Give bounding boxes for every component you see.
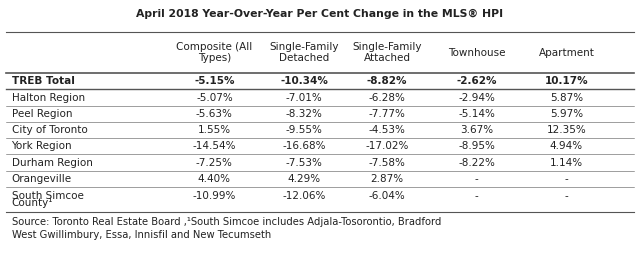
Text: -12.06%: -12.06% <box>282 191 326 201</box>
Text: Single-Family
Attached: Single-Family Attached <box>353 42 422 63</box>
Text: -8.95%: -8.95% <box>458 141 495 151</box>
Text: Townhouse: Townhouse <box>448 48 506 58</box>
Text: -7.77%: -7.77% <box>369 109 406 119</box>
Text: -: - <box>564 191 568 201</box>
Text: -5.63%: -5.63% <box>196 109 233 119</box>
Text: -5.14%: -5.14% <box>458 109 495 119</box>
Text: Composite (All
Types): Composite (All Types) <box>176 42 253 63</box>
Text: York Region: York Region <box>12 141 72 151</box>
Text: -5.07%: -5.07% <box>196 93 233 103</box>
Text: -7.53%: -7.53% <box>285 158 323 168</box>
Text: -2.94%: -2.94% <box>458 93 495 103</box>
Text: Peel Region: Peel Region <box>12 109 72 119</box>
Text: -17.02%: -17.02% <box>365 141 409 151</box>
Text: Durham Region: Durham Region <box>12 158 92 168</box>
Text: -6.28%: -6.28% <box>369 93 406 103</box>
Text: 5.87%: 5.87% <box>550 93 583 103</box>
Text: 2.87%: 2.87% <box>371 174 404 184</box>
Text: Apartment: Apartment <box>538 48 595 58</box>
Text: -8.32%: -8.32% <box>285 109 323 119</box>
Text: -2.62%: -2.62% <box>456 76 497 86</box>
Text: -7.01%: -7.01% <box>285 93 323 103</box>
Text: -: - <box>564 174 568 184</box>
Text: -7.58%: -7.58% <box>369 158 406 168</box>
Text: 4.40%: 4.40% <box>198 174 231 184</box>
Text: City of Toronto: City of Toronto <box>12 125 87 135</box>
Text: -16.68%: -16.68% <box>282 141 326 151</box>
Text: -14.54%: -14.54% <box>193 141 236 151</box>
Text: -5.15%: -5.15% <box>194 76 235 86</box>
Text: Source: Toronto Real Estate Board ,¹South Simcoe includes Adjala-Tosorontio, Bra: Source: Toronto Real Estate Board ,¹Sout… <box>12 217 441 240</box>
Text: South Simcoe: South Simcoe <box>12 191 83 201</box>
Text: 10.17%: 10.17% <box>545 76 588 86</box>
Text: -10.99%: -10.99% <box>193 191 236 201</box>
Text: -9.55%: -9.55% <box>285 125 323 135</box>
Text: 1.14%: 1.14% <box>550 158 583 168</box>
Text: -10.34%: -10.34% <box>280 76 328 86</box>
Text: County¹: County¹ <box>12 198 53 208</box>
Text: 5.97%: 5.97% <box>550 109 583 119</box>
Text: -4.53%: -4.53% <box>369 125 406 135</box>
Text: 4.94%: 4.94% <box>550 141 583 151</box>
Text: -8.82%: -8.82% <box>367 76 408 86</box>
Text: -: - <box>475 174 479 184</box>
Text: Orangeville: Orangeville <box>12 174 72 184</box>
Text: -8.22%: -8.22% <box>458 158 495 168</box>
Text: Halton Region: Halton Region <box>12 93 84 103</box>
Text: -: - <box>475 191 479 201</box>
Text: 12.35%: 12.35% <box>547 125 586 135</box>
Text: -6.04%: -6.04% <box>369 191 406 201</box>
Text: 1.55%: 1.55% <box>198 125 231 135</box>
Text: TREB Total: TREB Total <box>12 76 74 86</box>
Text: -7.25%: -7.25% <box>196 158 233 168</box>
Text: Single-Family
Detached: Single-Family Detached <box>269 42 339 63</box>
Text: 3.67%: 3.67% <box>460 125 493 135</box>
Text: April 2018 Year-Over-Year Per Cent Change in the MLS® HPI: April 2018 Year-Over-Year Per Cent Chang… <box>136 9 504 19</box>
Text: 4.29%: 4.29% <box>287 174 321 184</box>
